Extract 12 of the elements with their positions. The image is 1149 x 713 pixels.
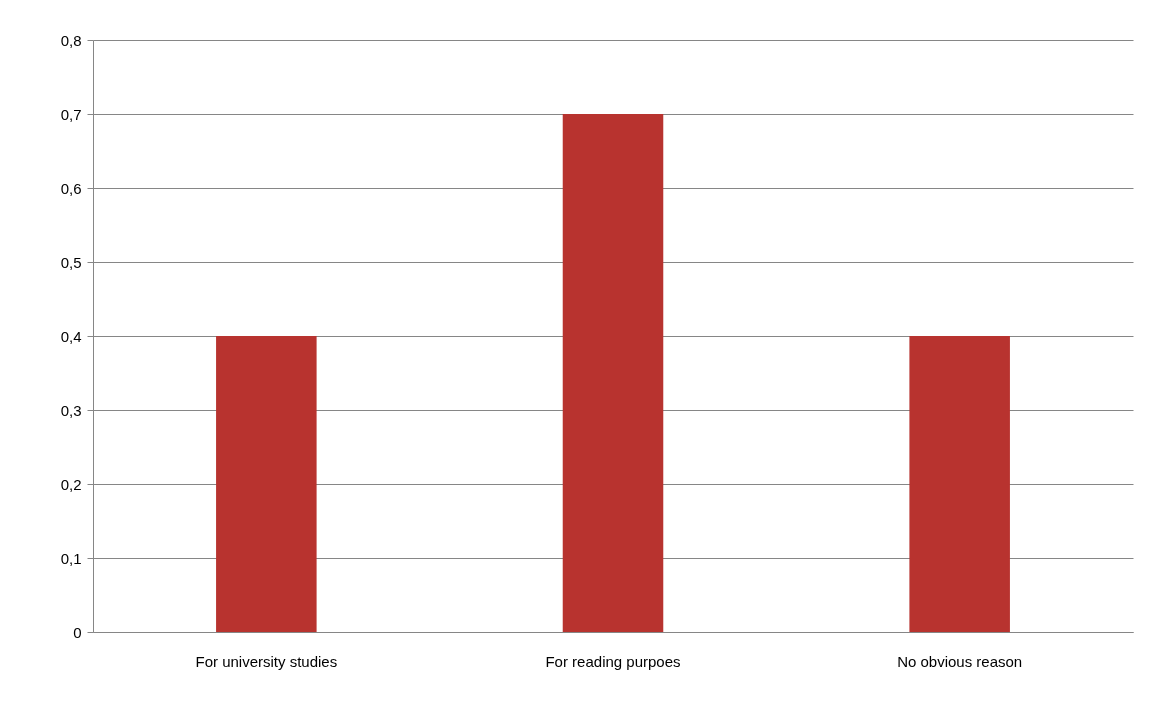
y-tick-label: 0,3 bbox=[60, 401, 82, 419]
y-tick-label: 0,2 bbox=[60, 475, 82, 493]
y-tick-label: 0,1 bbox=[60, 549, 82, 567]
x-tick-label: For university studies bbox=[195, 652, 338, 670]
y-tick-label: 0,6 bbox=[60, 179, 82, 197]
y-tick-label: 0,8 bbox=[60, 31, 82, 49]
y-tick-label: 0,7 bbox=[60, 105, 82, 123]
y-tick-label: 0 bbox=[73, 623, 82, 641]
y-tick-label: 0,5 bbox=[60, 253, 82, 271]
x-tick-label: For reading purpoes bbox=[545, 652, 681, 670]
x-tick-label: No obvious reason bbox=[897, 652, 1023, 670]
y-tick-label: 0,4 bbox=[60, 327, 82, 345]
